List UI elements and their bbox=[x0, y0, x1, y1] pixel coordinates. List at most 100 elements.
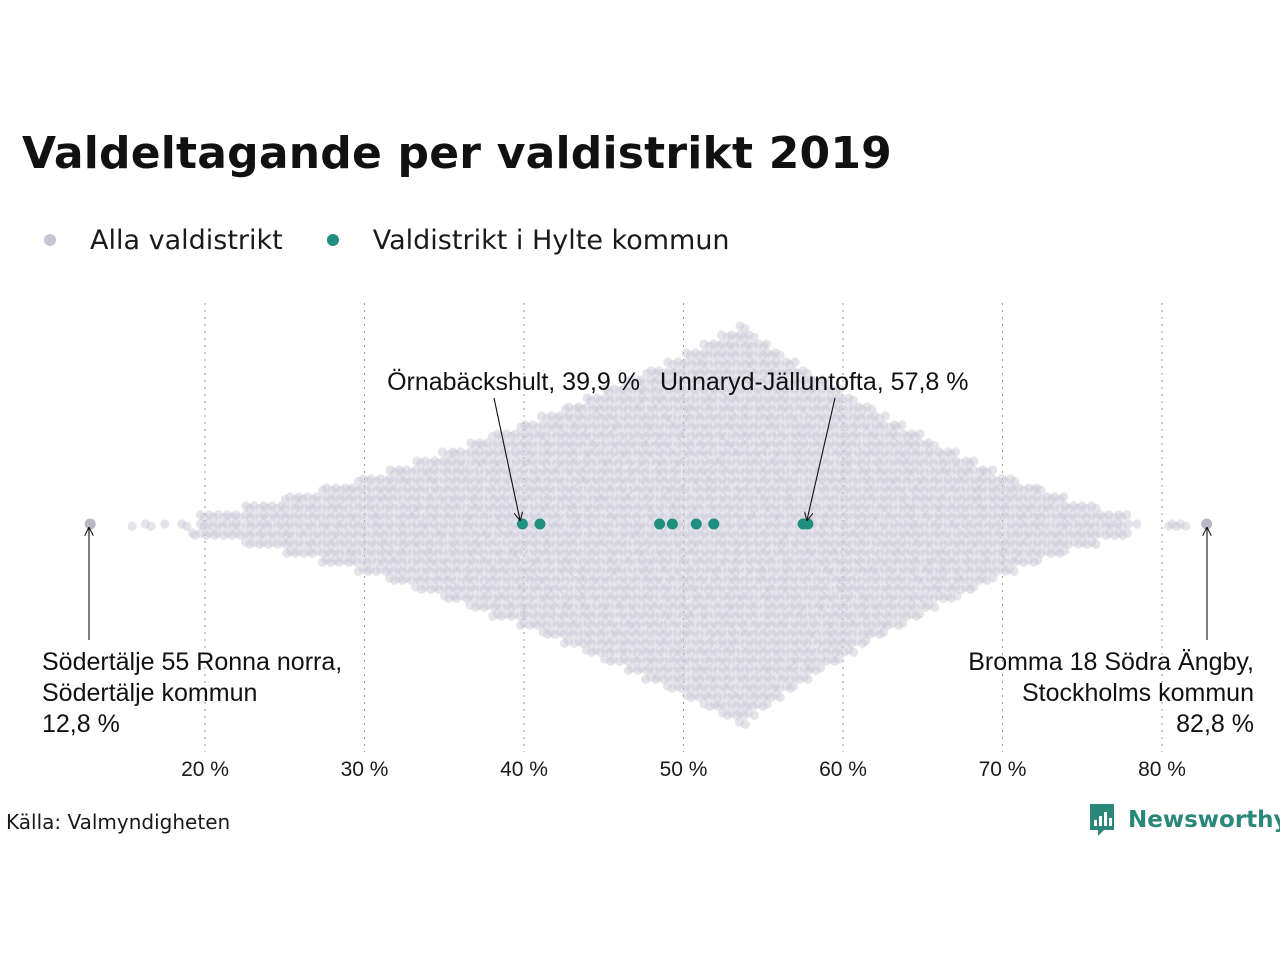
point-all bbox=[687, 368, 697, 378]
point-all bbox=[762, 690, 772, 700]
point-all bbox=[633, 539, 643, 549]
point-all bbox=[398, 485, 408, 495]
point-all bbox=[723, 602, 733, 612]
point-all bbox=[389, 530, 399, 540]
point-all bbox=[843, 438, 853, 448]
point-all bbox=[375, 501, 385, 511]
point-all bbox=[416, 548, 426, 558]
point-all bbox=[623, 521, 633, 531]
point-all bbox=[632, 503, 643, 513]
point-all bbox=[735, 708, 745, 718]
point-all bbox=[600, 582, 610, 592]
point-all bbox=[551, 575, 561, 585]
point-all bbox=[655, 609, 665, 619]
point-all bbox=[766, 584, 776, 594]
point-all bbox=[784, 584, 794, 594]
point-all bbox=[389, 503, 399, 513]
point-all bbox=[519, 447, 530, 457]
point-all bbox=[784, 404, 794, 414]
point-all bbox=[686, 494, 696, 504]
point-all bbox=[717, 456, 727, 466]
point-all bbox=[645, 483, 656, 493]
point-all bbox=[272, 503, 282, 513]
point-all bbox=[686, 539, 697, 549]
point-all bbox=[284, 537, 295, 547]
point-all bbox=[610, 420, 621, 430]
point-all bbox=[523, 539, 534, 549]
point-all bbox=[708, 348, 719, 358]
point-all bbox=[699, 573, 709, 583]
point-all bbox=[731, 566, 741, 576]
point-all bbox=[799, 411, 809, 421]
point-all bbox=[771, 528, 781, 538]
point-all bbox=[812, 539, 823, 549]
point-all bbox=[686, 431, 696, 441]
point-all bbox=[735, 582, 745, 592]
point-all bbox=[695, 602, 705, 612]
point-all bbox=[646, 375, 656, 385]
point-all bbox=[514, 548, 524, 558]
point-all bbox=[741, 647, 751, 657]
point-all bbox=[632, 611, 642, 621]
point-all bbox=[543, 557, 553, 567]
point-all bbox=[493, 591, 503, 601]
point-all bbox=[732, 368, 742, 378]
point-all bbox=[430, 483, 440, 493]
point-all bbox=[622, 593, 632, 603]
point-all bbox=[817, 474, 827, 484]
point-all bbox=[829, 629, 839, 639]
point-all bbox=[695, 494, 705, 504]
point-all bbox=[610, 600, 620, 610]
point-all bbox=[858, 638, 868, 648]
point-all bbox=[740, 629, 750, 639]
point-all bbox=[844, 591, 854, 601]
point-all bbox=[807, 375, 817, 385]
point-all bbox=[844, 501, 854, 511]
point-all bbox=[362, 503, 373, 513]
point-all bbox=[388, 494, 398, 504]
point-all bbox=[681, 654, 691, 664]
point-all bbox=[464, 465, 475, 475]
point-all bbox=[780, 411, 790, 421]
point-all bbox=[493, 429, 503, 439]
point-all bbox=[570, 575, 580, 585]
point-all bbox=[790, 654, 800, 664]
x-tick-label: 40 % bbox=[500, 758, 548, 781]
point-all bbox=[515, 593, 525, 603]
point-all bbox=[714, 638, 724, 648]
point-all bbox=[650, 404, 660, 414]
point-all bbox=[393, 564, 403, 574]
point-all bbox=[376, 492, 386, 502]
point-all bbox=[699, 501, 709, 511]
point-all bbox=[736, 645, 746, 655]
point-all bbox=[686, 638, 697, 648]
point-all bbox=[519, 591, 529, 601]
point-all bbox=[741, 377, 751, 387]
point-all bbox=[790, 546, 800, 556]
point-all bbox=[682, 546, 693, 556]
point-all bbox=[829, 620, 839, 630]
point-all bbox=[505, 557, 515, 567]
point-all bbox=[380, 485, 390, 495]
point-all bbox=[685, 404, 695, 414]
point-all bbox=[573, 546, 583, 556]
point-all bbox=[605, 485, 615, 495]
point-all bbox=[753, 618, 763, 628]
point-all bbox=[606, 422, 616, 432]
point-all bbox=[780, 384, 791, 394]
point-all bbox=[840, 530, 850, 540]
point-all bbox=[803, 440, 813, 450]
point-all bbox=[587, 413, 597, 423]
point-all bbox=[838, 638, 848, 648]
point-all bbox=[748, 593, 759, 603]
point-all bbox=[510, 528, 520, 538]
point-all bbox=[471, 602, 481, 612]
point-all bbox=[848, 530, 858, 540]
point-all bbox=[415, 503, 425, 513]
point-all bbox=[736, 699, 746, 709]
point-all bbox=[730, 341, 740, 351]
point-all bbox=[623, 656, 633, 666]
point-all bbox=[506, 566, 516, 576]
point-all bbox=[750, 674, 760, 684]
point-all bbox=[700, 519, 710, 529]
